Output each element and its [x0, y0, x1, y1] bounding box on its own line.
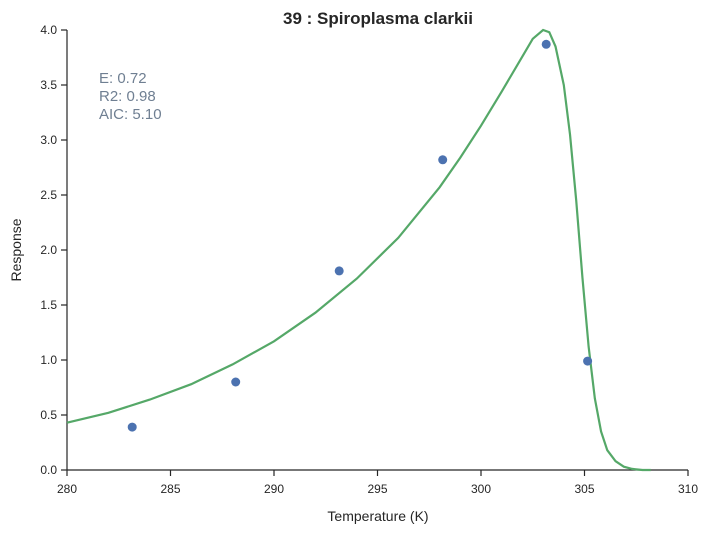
x-tick-label: 285 — [160, 482, 180, 496]
y-tick-label: 3.5 — [40, 78, 57, 92]
x-axis-ticks: 280 285 290 295 300 305 310 — [57, 470, 698, 496]
data-point — [583, 356, 593, 366]
fit-statistics: E: 0.72 R2: 0.98 AIC: 5.10 — [99, 70, 162, 123]
y-tick-label: 1.0 — [40, 353, 57, 367]
fit-curve — [66, 28, 651, 472]
x-tick-label: 305 — [574, 482, 594, 496]
x-tick-label: 280 — [57, 482, 77, 496]
x-tick-label: 290 — [264, 482, 284, 496]
y-tick-label: 2.0 — [40, 243, 57, 257]
data-point — [334, 266, 344, 276]
y-axis-ticks: 0.0 0.5 1.0 1.5 2.0 2.5 3.0 3.5 4.0 — [40, 23, 67, 477]
y-tick-label: 2.5 — [40, 188, 57, 202]
x-tick-label: 310 — [678, 482, 698, 496]
annotation-e: E: 0.72 — [99, 70, 147, 87]
x-axis-label: Temperature (K) — [327, 508, 428, 524]
data-points — [127, 39, 593, 432]
x-tick-label: 300 — [471, 482, 491, 496]
chart-title: 39 : Spiroplasma clarkii — [283, 9, 473, 28]
data-point — [231, 377, 241, 387]
y-axis-label: Response — [8, 218, 24, 281]
annotation-r2: R2: 0.98 — [99, 88, 156, 105]
y-tick-label: 0.0 — [40, 463, 57, 477]
data-point — [438, 155, 448, 165]
y-tick-label: 1.5 — [40, 298, 57, 312]
data-point — [127, 422, 137, 432]
annotation-aic: AIC: 5.10 — [99, 106, 162, 123]
data-point — [541, 39, 551, 49]
y-tick-label: 0.5 — [40, 408, 57, 422]
x-tick-label: 295 — [367, 482, 387, 496]
y-tick-label: 3.0 — [40, 133, 57, 147]
y-tick-label: 4.0 — [40, 23, 57, 37]
